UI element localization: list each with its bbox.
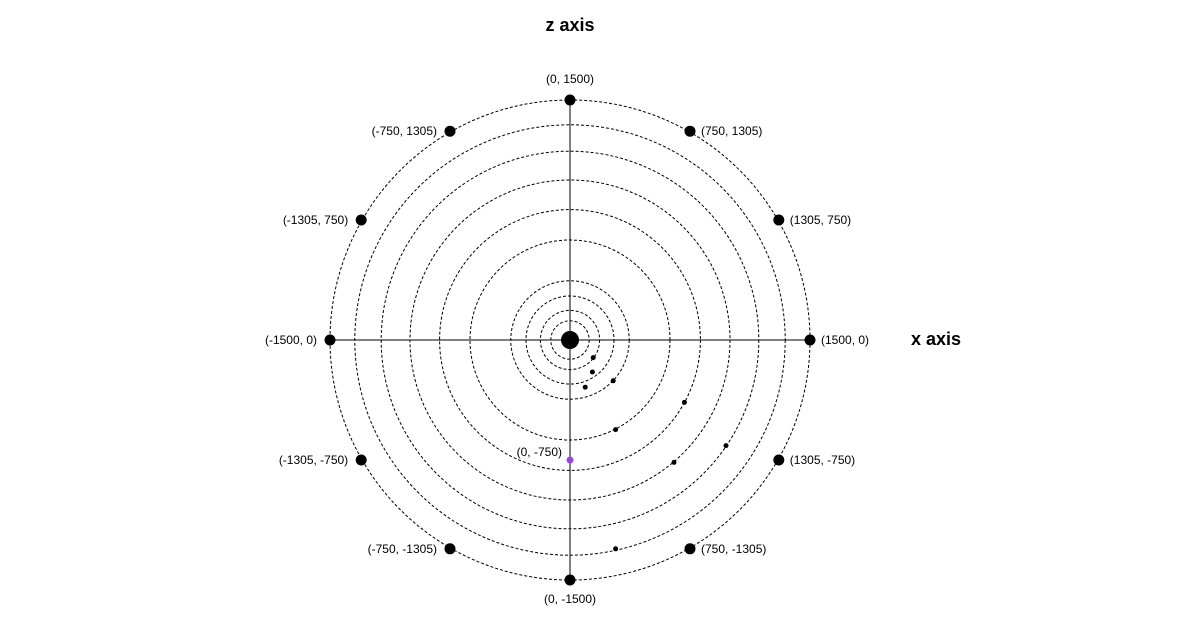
point-label: (750, -1305) [701, 542, 766, 556]
point-label: (750, 1305) [701, 124, 762, 138]
small-point [590, 355, 596, 361]
center-point [561, 331, 579, 349]
labeled-point [566, 456, 574, 464]
labeled-point [324, 334, 336, 346]
labeled-point [355, 454, 367, 466]
point-label: (0, -750) [517, 445, 562, 459]
small-point [610, 378, 616, 384]
small-point [613, 427, 619, 433]
z-axis-title: z axis [545, 15, 594, 35]
point-label: (0, -1500) [544, 592, 596, 606]
data-points: (0, 1500) (750, 1305) (1305, 750) (1500, 0)… [265, 72, 869, 606]
labeled-point [773, 454, 785, 466]
small-point [671, 459, 677, 465]
labeled-point [564, 574, 576, 586]
point-label: (1305, -750) [790, 453, 855, 467]
small-point [582, 384, 588, 390]
labeled-point [564, 94, 576, 106]
point-label: (-750, -1305) [368, 542, 437, 556]
x-axis-title: x axis [911, 329, 961, 349]
labeled-point [804, 334, 816, 346]
point-label: (-750, 1305) [372, 124, 437, 138]
small-point [681, 399, 687, 405]
labeled-point [355, 214, 367, 226]
labeled-point [684, 543, 696, 555]
labeled-point [444, 125, 456, 137]
small-point [589, 369, 595, 375]
point-label: (-1305, 750) [283, 213, 348, 227]
labeled-point [444, 543, 456, 555]
point-label: (1500, 0) [821, 333, 869, 347]
labeled-point [684, 125, 696, 137]
point-label: (0, 1500) [546, 72, 594, 86]
point-label: (-1305, -750) [279, 453, 348, 467]
small-point [723, 443, 729, 449]
point-label: (-1500, 0) [265, 333, 317, 347]
point-label: (1305, 750) [790, 213, 851, 227]
small-point [613, 546, 619, 552]
labeled-point [773, 214, 785, 226]
